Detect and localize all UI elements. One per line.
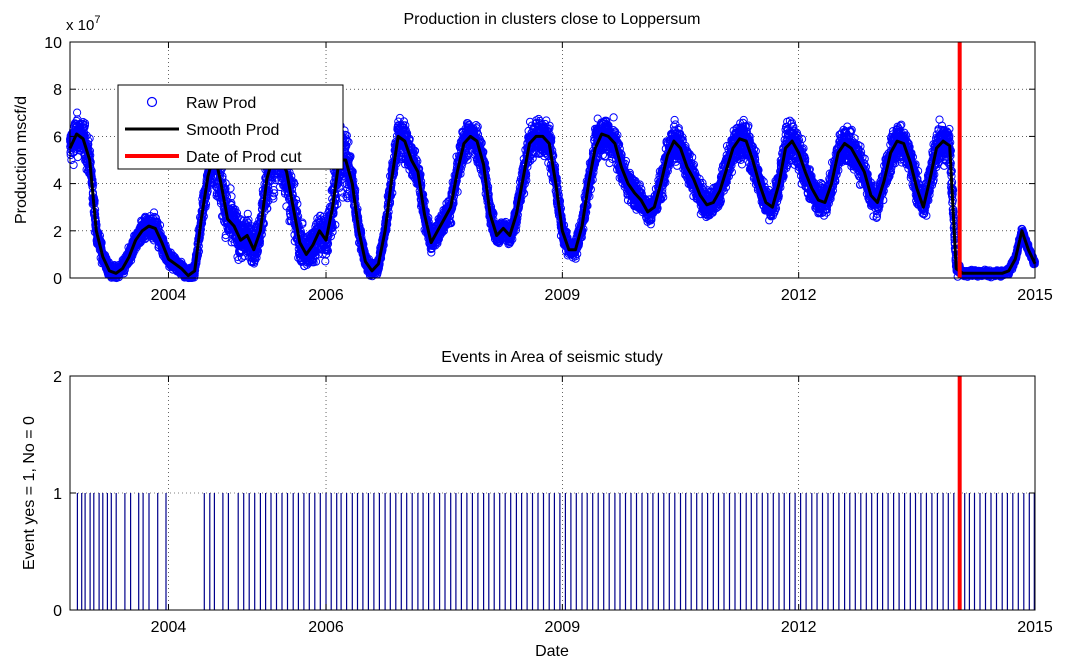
raw-prod-point (85, 134, 94, 143)
raw-prod-point (155, 221, 165, 230)
raw-prod-point (80, 121, 90, 130)
raw-prod-point (82, 131, 91, 140)
production-chart-title: Production in clusters close to Loppersu… (403, 11, 700, 28)
production-chart: Production in clusters close to Loppersu… (13, 11, 1053, 304)
raw-prod-point (73, 108, 82, 117)
raw-prod-point (321, 257, 330, 266)
raw-prod-point (149, 208, 159, 217)
